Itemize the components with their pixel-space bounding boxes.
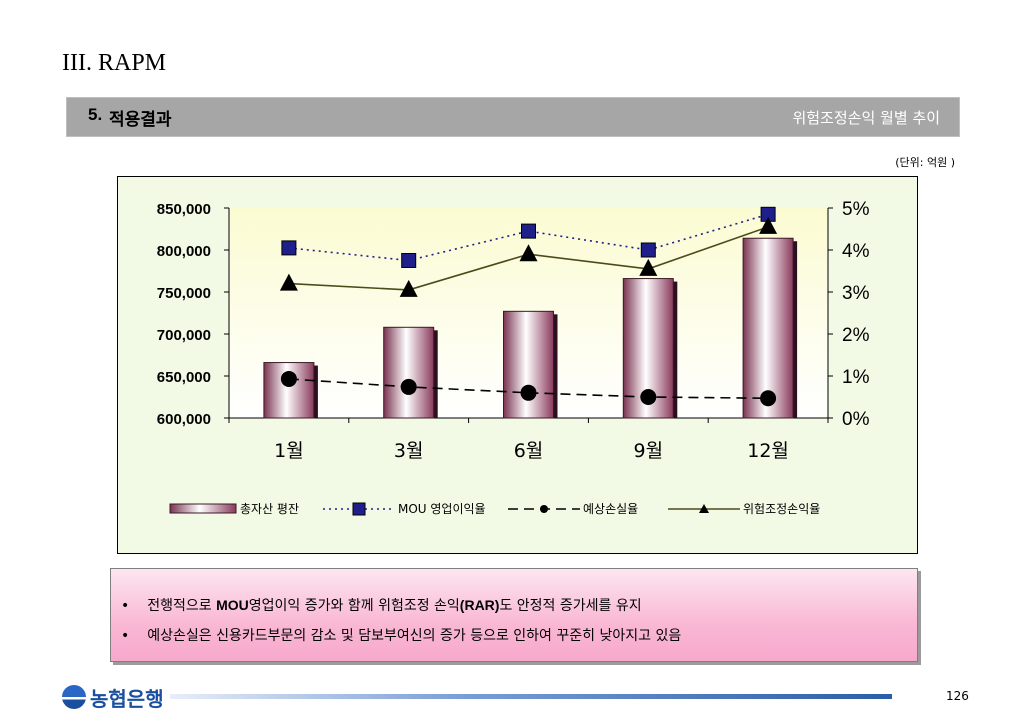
page-number: 126 — [946, 689, 969, 703]
page-title: III. RAPM — [62, 50, 167, 76]
left-tick-label: 800,000 — [157, 243, 211, 260]
legend-marker — [699, 504, 709, 513]
legend-label: MOU 영업이익율 — [398, 502, 486, 516]
note-text: 전행적으로 — [147, 598, 217, 614]
legend-label: 총자산 평잔 — [240, 502, 299, 516]
x-tick-label: 12월 — [747, 440, 789, 462]
bullet: • — [121, 598, 130, 614]
left-tick-label: 700,000 — [157, 327, 211, 344]
right-tick-label: 0% — [842, 409, 870, 430]
right-tick-label: 1% — [842, 367, 870, 388]
note-text: 영업이익 증가와 함께 위험조정 손익 — [248, 598, 460, 614]
legend-label: 예상손실율 — [583, 502, 638, 516]
legend-marker — [540, 505, 548, 513]
section-title: 적용결과 — [109, 110, 172, 130]
series-point — [759, 216, 778, 234]
note-text: 도 안정적 증가세를 유지 — [499, 598, 642, 614]
legend-bar-swatch — [169, 503, 237, 514]
series-point — [521, 223, 536, 239]
left-tick-label: 650,000 — [157, 369, 211, 386]
series-point — [640, 242, 656, 258]
series-point — [760, 390, 777, 407]
note-text: (RAR) — [459, 597, 500, 613]
section-subtitle: 위험조정손익 월별 추이 — [792, 109, 940, 127]
note-text: MOU — [216, 597, 249, 613]
series-point — [281, 240, 297, 256]
legend-marker — [352, 502, 366, 516]
x-tick-label: 1월 — [274, 440, 304, 462]
chart: 600,000 650,000 700,000 750,000 800,000 850,0… — [157, 199, 870, 516]
bar — [383, 326, 435, 419]
bar — [503, 310, 554, 419]
note-item: • 예상손실은 신용카드부문의 감소 및 담보부여신의 증가 등으로 인하여 꾸준… — [121, 625, 681, 645]
series-point — [640, 389, 657, 405]
logo-icon — [62, 685, 86, 709]
series-point — [279, 273, 298, 291]
series-point — [401, 253, 417, 268]
right-tick-label: 4% — [842, 241, 870, 262]
bar — [263, 362, 315, 419]
left-tick-label: 750,000 — [157, 285, 211, 302]
section-header: 5. 적용결과 위험조정손익 월별 추이 — [66, 97, 960, 137]
x-tick-label: 6월 — [514, 440, 544, 462]
bar — [742, 237, 794, 419]
series-point — [399, 279, 418, 297]
left-tick-label: 600,000 — [157, 411, 211, 428]
chart-container: 600,000 650,000 700,000 750,000 800,000 850,0… — [117, 176, 918, 554]
logo-text: 농협은행 — [90, 687, 164, 711]
series-point — [520, 384, 537, 401]
legend-label: 위험조정손익율 — [743, 502, 820, 516]
bullet: • — [121, 628, 130, 644]
series-point — [400, 378, 417, 395]
note-item: • 전행적으로 MOU영업이익 증가와 함께 위험조정 손익(RAR)도 안정적 … — [121, 595, 642, 615]
right-tick-label: 3% — [842, 283, 870, 304]
x-tick-label: 9월 — [634, 440, 664, 462]
notes-box: • 전행적으로 MOU영업이익 증가와 함께 위험조정 손익(RAR)도 안정적 … — [110, 568, 918, 662]
right-tick-label: 5% — [842, 199, 870, 220]
series-point — [519, 244, 538, 262]
section-number: 5. — [88, 105, 103, 124]
left-tick-label: 850,000 — [157, 201, 211, 218]
footer-line — [170, 694, 892, 699]
unit-note: (단위: 억원 ) — [895, 156, 955, 169]
series-point — [280, 370, 297, 387]
right-tick-label: 2% — [842, 325, 870, 346]
note-text: 예상손실은 신용카드부문의 감소 및 담보부여신의 증가 등으로 인하여 꾸준히… — [147, 628, 682, 644]
x-tick-label: 3월 — [394, 440, 424, 462]
series-point — [639, 258, 658, 276]
